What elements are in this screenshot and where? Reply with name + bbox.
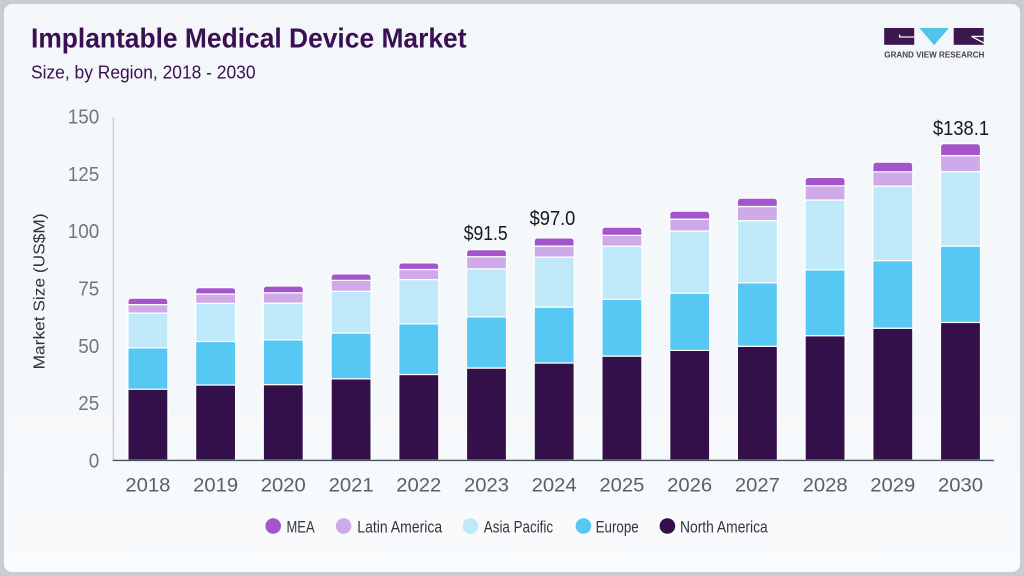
svg-text:Market Size (US$M): Market Size (US$M) xyxy=(31,213,48,369)
svg-text:Latin America: Latin America xyxy=(357,517,442,536)
svg-text:75: 75 xyxy=(78,279,99,301)
svg-text:2028: 2028 xyxy=(803,476,848,497)
svg-text:$91.5: $91.5 xyxy=(464,223,508,245)
svg-text:MEA: MEA xyxy=(287,517,316,536)
svg-text:50: 50 xyxy=(78,336,99,358)
svg-text:$97.0: $97.0 xyxy=(530,208,576,230)
svg-text:2029: 2029 xyxy=(870,476,915,497)
svg-text:2024: 2024 xyxy=(532,476,577,497)
svg-text:25: 25 xyxy=(78,393,99,415)
svg-text:2022: 2022 xyxy=(396,476,441,497)
svg-text:$138.1: $138.1 xyxy=(933,118,989,140)
svg-text:GRAND VIEW RESEARCH: GRAND VIEW RESEARCH xyxy=(884,50,984,59)
svg-text:2025: 2025 xyxy=(599,476,644,497)
svg-text:2030: 2030 xyxy=(938,476,983,497)
svg-text:2027: 2027 xyxy=(735,476,780,497)
svg-text:150: 150 xyxy=(68,107,100,129)
svg-text:100: 100 xyxy=(68,221,100,243)
svg-text:2023: 2023 xyxy=(464,476,509,497)
svg-text:Size, by Region, 2018 - 2030: Size, by Region, 2018 - 2030 xyxy=(31,62,256,82)
svg-text:2019: 2019 xyxy=(193,476,238,497)
svg-text:2021: 2021 xyxy=(329,476,374,497)
svg-text:Asia Pacific: Asia Pacific xyxy=(484,517,554,536)
svg-text:Europe: Europe xyxy=(596,517,639,536)
svg-text:2020: 2020 xyxy=(261,476,306,497)
svg-text:125: 125 xyxy=(68,164,100,186)
svg-text:Implantable Medical Device Mar: Implantable Medical Device Market xyxy=(31,23,467,54)
svg-text:2026: 2026 xyxy=(667,476,712,497)
svg-text:2018: 2018 xyxy=(125,476,170,497)
svg-text:0: 0 xyxy=(89,450,100,472)
svg-text:North America: North America xyxy=(680,517,768,536)
